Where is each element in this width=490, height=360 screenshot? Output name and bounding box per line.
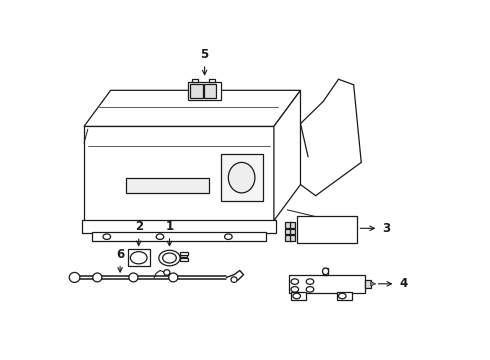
Ellipse shape <box>306 287 314 292</box>
Text: 6: 6 <box>116 248 124 261</box>
Ellipse shape <box>339 293 346 299</box>
Bar <box>365 280 371 288</box>
Bar <box>289 275 365 293</box>
Bar <box>126 177 209 193</box>
Bar <box>297 216 358 243</box>
Bar <box>285 222 291 228</box>
Bar <box>209 79 215 82</box>
Polygon shape <box>84 90 300 126</box>
Ellipse shape <box>231 277 237 283</box>
Bar <box>180 252 189 255</box>
Bar <box>192 79 198 82</box>
Bar <box>92 232 267 242</box>
Ellipse shape <box>306 279 314 284</box>
Bar <box>190 84 203 98</box>
Text: 5: 5 <box>200 48 209 61</box>
Bar <box>290 235 295 240</box>
Ellipse shape <box>169 273 178 282</box>
Ellipse shape <box>224 234 232 239</box>
Bar <box>337 292 352 300</box>
Bar <box>323 268 328 275</box>
Text: 1: 1 <box>166 220 173 233</box>
Bar <box>84 126 274 221</box>
Ellipse shape <box>93 273 102 282</box>
Ellipse shape <box>130 252 147 264</box>
Bar <box>82 220 276 233</box>
Ellipse shape <box>228 162 255 193</box>
Text: 3: 3 <box>382 222 390 235</box>
Ellipse shape <box>291 287 298 292</box>
Ellipse shape <box>164 270 170 275</box>
Bar <box>204 84 216 98</box>
Bar <box>291 292 306 300</box>
Ellipse shape <box>163 253 176 263</box>
Text: 4: 4 <box>399 277 408 290</box>
Bar <box>128 249 150 266</box>
Ellipse shape <box>322 268 329 275</box>
Ellipse shape <box>159 250 180 266</box>
Bar <box>285 229 291 234</box>
Bar <box>180 258 189 261</box>
Polygon shape <box>371 282 376 286</box>
Ellipse shape <box>156 234 164 239</box>
Bar <box>290 222 295 228</box>
Bar <box>290 229 295 234</box>
Ellipse shape <box>103 234 111 239</box>
Ellipse shape <box>293 293 300 299</box>
Ellipse shape <box>129 273 138 282</box>
Bar <box>220 154 263 201</box>
Text: 2: 2 <box>135 220 143 233</box>
Bar <box>180 255 187 257</box>
Bar <box>285 235 291 240</box>
Polygon shape <box>274 90 300 221</box>
Ellipse shape <box>69 273 80 283</box>
Ellipse shape <box>291 279 298 284</box>
Bar <box>189 82 220 100</box>
